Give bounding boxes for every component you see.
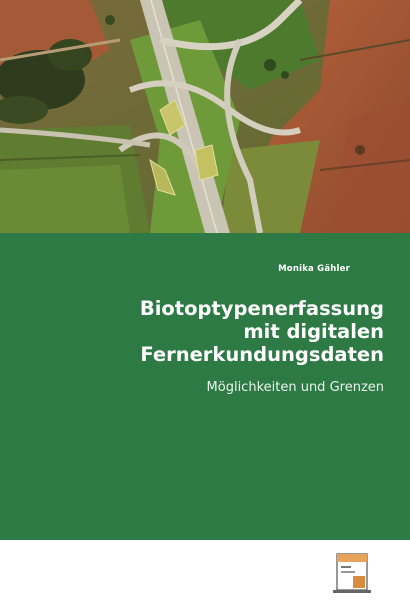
cover-photo: [0, 0, 410, 233]
book-title-block: Biotoptypenerfassung mit digitalen Ferne…: [44, 297, 384, 396]
publisher-logo-icon: [331, 552, 373, 596]
author-name: Monika Gähler: [278, 264, 350, 274]
book-title-line-3: Fernerkundungsdaten: [140, 343, 384, 366]
aerial-interchange-image: [0, 0, 410, 233]
green-title-panel: Monika Gähler Biotoptypenerfassung mit d…: [0, 233, 410, 540]
book-subtitle: Möglichkeiten und Grenzen: [206, 380, 384, 395]
book-title-line-1: Biotoptypenerfassung: [139, 297, 384, 320]
book-title-line-2: mit digitalen: [243, 320, 384, 343]
